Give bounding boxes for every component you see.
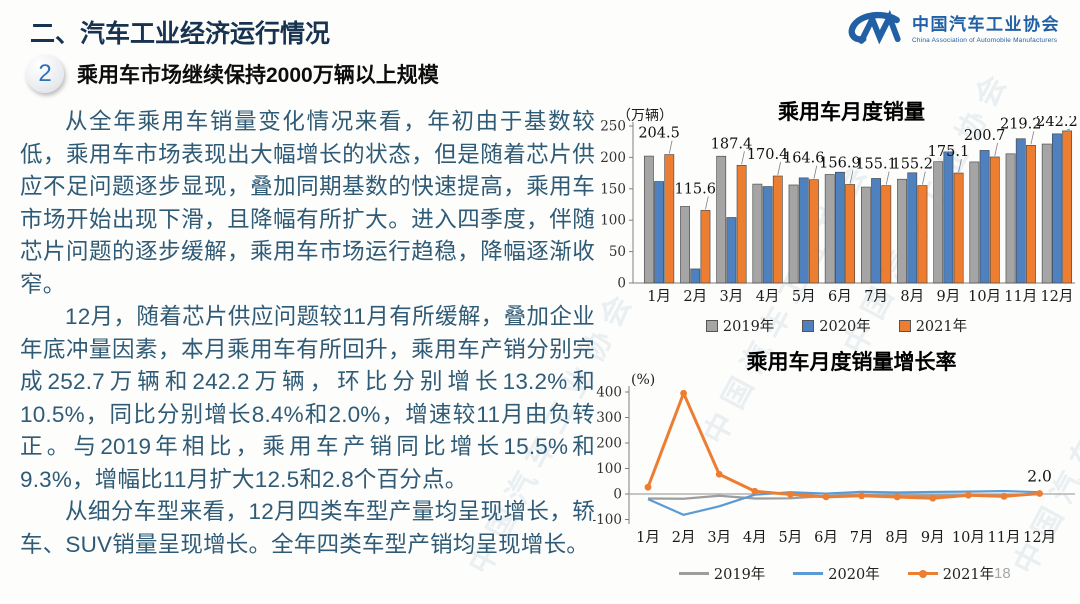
monthly-sales-bar-chart: （万辆） 乘用车月度销量 0 50 100 150 200 250 1月 204.5 2月 115… — [593, 92, 1080, 340]
svg-text:2月: 2月 — [672, 530, 696, 546]
legend-swatch-icon — [898, 319, 911, 332]
caam-logo-icon — [848, 10, 901, 45]
body-paragraph: 从全年乘用车销量变化情况来看，年初由于基数较低，乘用车市场表现出大幅增长的状态，… — [20, 109, 595, 297]
legend-item: 2020年 — [793, 563, 880, 584]
svg-text:8月: 8月 — [900, 289, 924, 305]
svg-text:2月: 2月 — [683, 289, 707, 305]
svg-text:3月: 3月 — [720, 289, 744, 305]
svg-text:156.9: 156.9 — [819, 155, 861, 171]
svg-text:200: 200 — [596, 436, 622, 452]
section-head: 2 乘用车市场继续保持2000万辆以上规模 — [26, 55, 439, 93]
svg-text:50: 50 — [609, 244, 626, 260]
section-number-badge: 2 — [26, 55, 64, 93]
legend-swatch-icon — [705, 319, 718, 332]
svg-text:8月: 8月 — [885, 530, 909, 546]
svg-text:187.4: 187.4 — [711, 136, 753, 152]
svg-text:4月: 4月 — [756, 289, 780, 305]
svg-text:155.1: 155.1 — [855, 157, 897, 173]
svg-text:3月: 3月 — [707, 530, 731, 546]
svg-text:6月: 6月 — [828, 289, 852, 305]
svg-text:12月: 12月 — [1023, 530, 1056, 546]
bar-chart-plot: 0 50 100 150 200 250 1月 204.5 2月 115.6 3月 187.4 4月 17… — [600, 116, 1078, 305]
page-number: 18 — [994, 565, 1011, 582]
svg-text:11月: 11月 — [1004, 289, 1037, 305]
body-text: 从全年乘用车销量变化情况来看，年初由于基数较低，乘用车市场表现出大幅增长的状态，… — [20, 106, 595, 561]
legend-swatch-icon — [802, 319, 815, 332]
svg-text:5月: 5月 — [792, 289, 816, 305]
svg-text:0: 0 — [617, 276, 626, 292]
svg-text:100: 100 — [600, 213, 626, 229]
legend-item: 2020年 — [802, 315, 871, 336]
svg-text:170.4: 170.4 — [747, 147, 789, 163]
svg-text:0: 0 — [613, 487, 622, 503]
svg-text:5月: 5月 — [779, 530, 803, 546]
svg-text:200: 200 — [600, 150, 626, 166]
svg-text:100: 100 — [596, 461, 622, 477]
svg-text:2.0: 2.0 — [1027, 467, 1052, 485]
line-chart-unit-label: (%) — [631, 372, 656, 388]
svg-text:400: 400 — [596, 385, 622, 401]
section-heading: 乘用车市场继续保持2000万辆以上规模 — [77, 64, 439, 87]
body-paragraph: 12月，随着芯片供应问题较11月有所缓解，叠加企业年底冲量因素，本月乘用车有所回… — [20, 304, 595, 492]
svg-text:150: 150 — [600, 181, 626, 197]
svg-text:6月: 6月 — [814, 530, 838, 546]
svg-text:164.6: 164.6 — [783, 151, 825, 167]
slide-title: 二、汽车工业经济运行情况 — [30, 20, 331, 48]
svg-text:7月: 7月 — [864, 289, 888, 305]
bar-chart-legend: 2019年 2020年 2021年 — [593, 315, 1080, 336]
svg-text:-100: -100 — [593, 512, 622, 528]
svg-text:200.7: 200.7 — [964, 128, 1006, 144]
svg-text:250: 250 — [600, 119, 626, 135]
svg-text:10月: 10月 — [968, 289, 1001, 305]
svg-text:12月: 12月 — [1040, 289, 1073, 305]
svg-text:300: 300 — [596, 410, 622, 426]
line-chart-title: 乘用车月度销量增长率 — [746, 351, 957, 374]
legend-item: 2019年 — [678, 563, 765, 584]
legend-item: 2019年 — [705, 315, 774, 336]
svg-text:9月: 9月 — [921, 530, 945, 546]
svg-text:4月: 4月 — [743, 530, 767, 546]
legend-swatch-icon — [678, 572, 709, 575]
svg-text:219.2: 219.2 — [1000, 116, 1042, 132]
svg-text:115.6: 115.6 — [674, 181, 716, 197]
bar-chart-title: 乘用车月度销量 — [778, 101, 925, 124]
svg-text:1月: 1月 — [647, 289, 671, 305]
svg-text:7月: 7月 — [850, 530, 874, 546]
svg-text:1月: 1月 — [636, 530, 660, 546]
svg-text:155.2: 155.2 — [891, 157, 933, 173]
svg-text:175.1: 175.1 — [928, 144, 970, 160]
svg-text:242.2: 242.2 — [1036, 116, 1078, 130]
line-chart-legend: 2019年 2020年 2021年 — [593, 563, 1080, 584]
legend-item: 2021年 — [898, 315, 967, 336]
svg-text:9月: 9月 — [937, 289, 961, 305]
bar-chart-unit-label: （万辆） — [617, 108, 673, 124]
legend-swatch-icon — [907, 569, 938, 578]
legend-item: 2021年 — [907, 563, 994, 584]
svg-text:204.5: 204.5 — [638, 126, 680, 142]
logo-name-cn: 中国汽车工业协会 — [912, 15, 1060, 35]
logo-name-en: China Association of Automobile Manufact… — [912, 36, 1058, 44]
caam-logo: 中国汽车工业协会 China Association of Automobile… — [846, 10, 1060, 50]
svg-text:11月: 11月 — [988, 530, 1021, 546]
line-chart-plot: 400 300 200 100 0 -100 1月 2月 3月 4月 5月 6月 7月 8月 9月 10月 11… — [593, 385, 1075, 546]
svg-text:10月: 10月 — [952, 530, 985, 546]
growth-rate-line-chart: 乘用车月度销量增长率 (%) 400 300 200 100 0 -100 1月 2月 3月 4月… — [593, 342, 1080, 592]
body-paragraph: 从细分车型来看，12月四类车型产量均呈现增长，轿车、SUV销量呈现增长。全年四类… — [20, 499, 595, 557]
legend-swatch-icon — [793, 572, 824, 575]
